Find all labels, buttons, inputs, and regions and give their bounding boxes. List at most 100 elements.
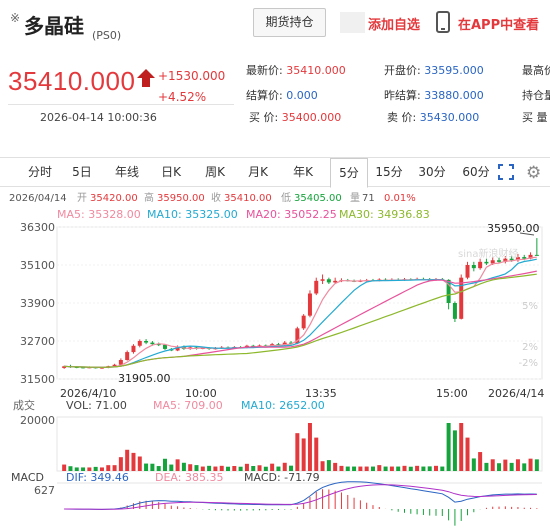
tab-8[interactable]: 5分 — [330, 158, 368, 188]
tab-10[interactable]: 30分 — [418, 165, 446, 179]
volume-axis-top: 20000 — [20, 414, 55, 427]
candle-body — [333, 280, 338, 283]
candle-body — [515, 257, 520, 261]
y-tick-label: 32700 — [20, 335, 55, 348]
info-row-1-item: 量 — [350, 192, 360, 204]
volume-bar — [459, 423, 464, 471]
tab-3[interactable]: 年线 — [114, 165, 139, 179]
x-tick-label: 15:00 — [436, 387, 468, 400]
candle-body — [156, 344, 161, 346]
volume-bar — [515, 459, 520, 471]
candle-body — [484, 261, 489, 264]
candle-body — [118, 360, 123, 365]
candle-body — [459, 277, 464, 319]
candle-body — [471, 265, 476, 269]
volume-bar — [427, 466, 432, 471]
volume-bar — [415, 465, 420, 471]
candle-body — [490, 260, 495, 264]
y-tick-label: 33900 — [20, 297, 55, 310]
volume-bar — [282, 462, 287, 471]
candle-body — [131, 345, 136, 353]
tab-9[interactable]: 15分 — [375, 165, 403, 179]
add-watchlist-link[interactable]: 添加自选 — [368, 18, 421, 33]
phone-icon[interactable] — [436, 11, 450, 33]
candle-body — [534, 254, 539, 256]
candle-body — [62, 366, 67, 368]
open-in-app-link[interactable]: 在APP中查看 — [458, 18, 540, 33]
candle-body — [301, 315, 306, 329]
gear-icon[interactable]: ⚙ — [526, 163, 542, 183]
volume-bar — [364, 466, 369, 471]
volume-bar — [99, 467, 104, 471]
volume-bar — [238, 466, 243, 471]
volume-bar — [144, 463, 149, 471]
volume-bar — [106, 465, 111, 471]
volume-bar — [194, 465, 199, 471]
candle-body — [137, 341, 142, 346]
ma5-value: MA5: 35328.00 — [57, 208, 141, 221]
futures-positions-button[interactable]: 期货持仓 — [253, 8, 326, 37]
volume-bar — [528, 458, 533, 471]
volume-ma10: MA10: 2652.00 — [241, 399, 325, 412]
candle-body — [497, 260, 502, 262]
candle-body — [112, 364, 117, 367]
tab-2[interactable]: 5日 — [72, 165, 92, 179]
volume-bar — [125, 449, 130, 471]
volume-bar — [402, 465, 407, 471]
tab-7[interactable]: 年K — [293, 165, 313, 179]
volume-bar — [156, 466, 161, 471]
candle-body — [289, 342, 294, 344]
buy-price-cell: 买 价: 35400.000 — [249, 111, 342, 124]
arrow-up-icon — [137, 69, 155, 87]
macd-value: MACD: -71.79 — [244, 471, 320, 484]
x-tick-label: 2026/4/14 — [488, 387, 544, 400]
volume-bar — [326, 460, 331, 471]
ma10-value: MA10: 35325.00 — [147, 208, 238, 221]
candle-body — [81, 367, 86, 369]
volume-bar — [490, 459, 495, 471]
candle-body — [144, 341, 149, 343]
x-tick-label: 13:35 — [305, 387, 337, 400]
volume-bar — [207, 465, 212, 471]
chart-canvas[interactable]: 36300 35100 33900 32700 31500 5% 2% -2% 2026/4/1… — [0, 187, 550, 528]
tab-11[interactable]: 60分 — [462, 165, 490, 179]
tab-5[interactable]: 周K — [205, 165, 225, 179]
volume-bar — [484, 462, 489, 471]
volume-bar — [118, 457, 123, 471]
volume-bar — [471, 458, 476, 471]
candle-body — [87, 367, 92, 369]
candle-body — [522, 257, 527, 259]
max-price-label: 35950.00 — [487, 222, 540, 235]
volume-bar — [131, 452, 136, 471]
tab-4[interactable]: 日K — [161, 165, 181, 179]
info-row-1-item: 71 — [362, 193, 375, 204]
volume-bar — [74, 467, 79, 471]
price-change: +1530.000 +4.52% — [158, 66, 225, 108]
candle-body — [282, 342, 287, 345]
candle-body — [452, 303, 457, 319]
ma30-value: MA30: 34936.83 — [339, 208, 430, 221]
candle-body — [150, 342, 155, 345]
y-tick-label: 31500 — [20, 373, 55, 386]
volume-bar — [232, 466, 237, 471]
volume-bar — [370, 466, 375, 471]
candle-body — [478, 261, 483, 269]
volume-bar — [452, 430, 457, 471]
expand-icon[interactable] — [498, 164, 514, 180]
max-pointer — [519, 232, 535, 236]
x-tick-label: 2026/4/10 — [60, 387, 116, 400]
candle-body — [175, 346, 180, 351]
kline-chart[interactable]: 36300 35100 33900 32700 31500 5% 2% -2% 2026/4/1… — [0, 187, 550, 528]
info-row-1-item: 35405.00 — [294, 193, 342, 204]
volume-bar — [137, 456, 142, 471]
candle-body — [326, 279, 331, 283]
volume-bar — [295, 433, 300, 471]
ma20-line — [64, 270, 537, 368]
volume-bar — [244, 463, 249, 471]
volume-bar — [396, 466, 401, 471]
tab-6[interactable]: 月K — [248, 165, 268, 179]
volume-ma5: MA5: 709.00 — [153, 399, 223, 412]
high-price-cell: 最高价 — [522, 64, 550, 77]
tab-1[interactable]: 分时 — [27, 165, 52, 179]
volume-title: 成交 — [13, 398, 35, 412]
